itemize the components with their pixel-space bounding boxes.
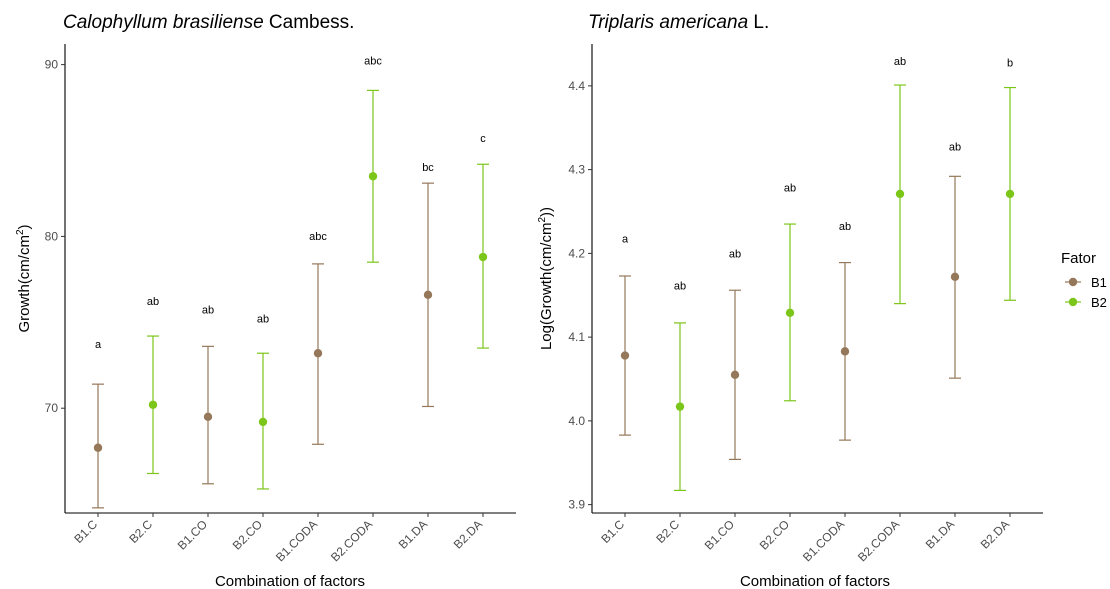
x-tick-label: B2.CODA xyxy=(328,517,375,564)
y-axis-title: Log(Growth(cm/cm2)) xyxy=(537,207,555,350)
legend-title: Fator xyxy=(1061,250,1096,267)
data-point xyxy=(478,252,488,262)
x-tick-label: B2.CODA xyxy=(855,517,902,564)
x-tick-label: B1.DA xyxy=(396,517,430,551)
x-tick-label: B2.CO xyxy=(230,517,265,552)
data-point xyxy=(785,308,795,318)
y-axis-title-end: ) xyxy=(16,224,33,229)
y-tick-label: 4.1 xyxy=(568,330,585,344)
significance-letter: ab xyxy=(839,221,851,233)
y-axis-title-end: )) xyxy=(538,207,555,217)
y-tick-label: 4.0 xyxy=(568,414,585,428)
data-point xyxy=(368,172,378,181)
significance-letter: ab xyxy=(147,296,159,308)
x-tick-label: B1.CO xyxy=(175,517,210,552)
data-point xyxy=(1005,189,1015,199)
significance-letter: ab xyxy=(202,305,214,317)
x-tick-label: B1.CODA xyxy=(273,517,320,564)
data-point xyxy=(148,400,158,409)
chart-title-author: L. xyxy=(748,12,769,33)
legend-label-b2: B2 xyxy=(1091,295,1107,310)
y-tick-label: 70 xyxy=(45,401,59,415)
data-point xyxy=(203,412,213,421)
significance-letter: a xyxy=(95,339,102,351)
significance-letter: a xyxy=(622,233,629,245)
significance-letter: ab xyxy=(949,141,961,153)
legend-key-point xyxy=(1068,277,1078,287)
x-axis-title: Combination of factors xyxy=(740,573,890,589)
y-axis-title-text: Log(Growth(cm/cm xyxy=(538,223,555,351)
significance-letter: c xyxy=(480,133,486,145)
x-tick-label: B2.C xyxy=(126,517,155,546)
data-point xyxy=(423,290,433,300)
chart-panel-calophyllum: Calophyllum brasiliense Cambess. 70 80 90 B1… xyxy=(15,12,516,589)
data-point xyxy=(840,347,850,356)
y-axis-title-sup: 2 xyxy=(537,217,548,223)
x-tick-label: B1.C xyxy=(71,517,100,546)
x-tick-label: B2.DA xyxy=(451,517,485,551)
chart-title: Triplaris americana L. xyxy=(588,12,769,33)
chart-title-author: Cambess. xyxy=(264,12,355,33)
data-point xyxy=(730,370,740,380)
y-tick-label: 4.4 xyxy=(568,79,585,93)
y-tick-label: 90 xyxy=(45,58,59,72)
chart-title-species: Triplaris americana xyxy=(588,12,748,33)
data-point xyxy=(93,443,103,452)
data-point xyxy=(675,402,685,411)
y-axis-title-text: Growth(cm/cm xyxy=(16,235,33,333)
data-point xyxy=(620,351,630,360)
significance-letter: ab xyxy=(894,56,906,68)
significance-letter: ab xyxy=(729,249,741,261)
x-tick-label: B2.DA xyxy=(978,517,1012,551)
data-point xyxy=(313,349,323,358)
x-tick-label: B2.C xyxy=(653,517,682,546)
x-tick-label: B1.CODA xyxy=(800,517,847,564)
x-tick-label: B2.CO xyxy=(757,517,792,552)
significance-letter: abc xyxy=(309,231,327,243)
significance-letter: ab xyxy=(674,280,686,292)
y-axis-title: Growth(cm/cm2) xyxy=(15,224,33,332)
significance-letter: b xyxy=(1007,58,1013,70)
y-axis-title-sup: 2 xyxy=(15,229,26,235)
legend-label-b1: B1 xyxy=(1091,275,1107,290)
significance-letter: bc xyxy=(422,162,434,174)
x-axis-title: Combination of factors xyxy=(215,573,365,589)
data-point xyxy=(895,189,905,199)
data-point xyxy=(258,417,268,427)
chart-title: Calophyllum brasiliense Cambess. xyxy=(63,12,354,33)
data-point xyxy=(950,272,960,282)
significance-letter: ab xyxy=(257,313,269,325)
chart-title-species: Calophyllum brasiliense xyxy=(63,12,264,33)
x-tick-label: B1.CO xyxy=(702,517,737,552)
significance-letter: abc xyxy=(364,56,382,68)
y-tick-label: 80 xyxy=(45,229,59,243)
y-tick-label: 4.3 xyxy=(568,163,585,177)
x-tick-label: B1.DA xyxy=(923,517,957,551)
x-tick-label: B1.C xyxy=(598,517,627,546)
y-tick-label: 4.2 xyxy=(568,246,585,260)
chart-panel-triplaris: Triplaris americana L. 3.9 4.0 4.1 4.2 4.3 4.4… xyxy=(537,12,1043,589)
y-tick-label: 3.9 xyxy=(568,498,585,512)
significance-letter: ab xyxy=(784,182,796,194)
legend-key-point xyxy=(1068,297,1078,307)
legend: Fator B1 B2 xyxy=(1061,250,1107,310)
